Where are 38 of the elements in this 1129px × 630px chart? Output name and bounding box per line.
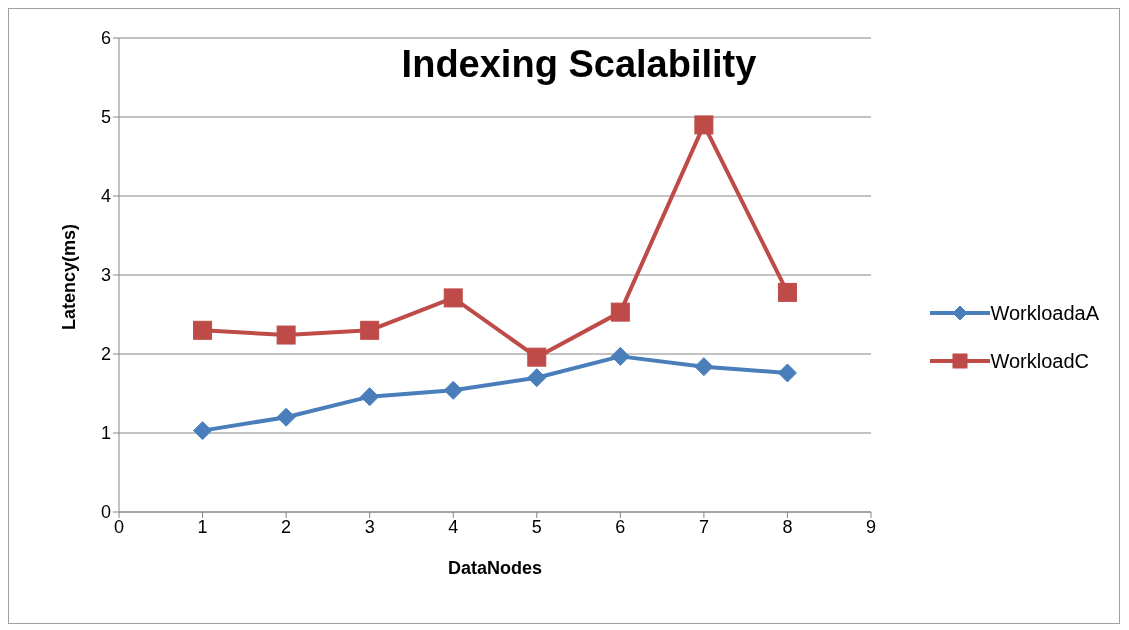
point xyxy=(610,302,630,322)
x-tick-label: 8 xyxy=(782,516,793,537)
x-tick-label: 9 xyxy=(865,516,877,537)
y-tick-label: 1 xyxy=(100,423,111,444)
legend-label: WorkloadC xyxy=(990,349,1089,373)
x-axis-title: DataNodes xyxy=(447,558,543,578)
y-tick-label: 5 xyxy=(100,107,111,128)
point xyxy=(193,320,213,340)
point xyxy=(360,320,380,340)
point xyxy=(694,115,714,135)
y-axis-title: Latency(ms) xyxy=(59,223,80,330)
x-tick-label: 2 xyxy=(281,516,292,537)
point xyxy=(193,421,213,441)
x-tick-label: 0 xyxy=(113,516,125,537)
point xyxy=(777,363,797,383)
chart-title: Indexing Scalability xyxy=(400,43,758,86)
x-tick-label: 5 xyxy=(531,516,542,537)
x-tick-label: 1 xyxy=(197,516,208,537)
legend-label: WorkloadaA xyxy=(990,301,1099,325)
y-tick-label: 2 xyxy=(100,344,111,365)
point xyxy=(360,387,380,407)
point xyxy=(694,357,714,377)
x-tick-label: 4 xyxy=(448,516,459,537)
x-tick-label: 6 xyxy=(615,516,626,537)
y-tick-label: 4 xyxy=(100,186,111,207)
y-tick-label: 6 xyxy=(100,28,111,49)
point xyxy=(777,282,797,302)
point xyxy=(610,346,630,366)
point xyxy=(443,288,463,308)
point xyxy=(276,407,296,427)
point xyxy=(527,368,547,388)
point xyxy=(443,380,463,400)
x-tick-label: 7 xyxy=(698,516,709,537)
y-tick-label: 0 xyxy=(100,502,111,523)
point xyxy=(527,347,547,367)
x-tick-label: 3 xyxy=(364,516,375,537)
y-tick-label: 3 xyxy=(100,265,111,286)
point xyxy=(276,325,296,345)
